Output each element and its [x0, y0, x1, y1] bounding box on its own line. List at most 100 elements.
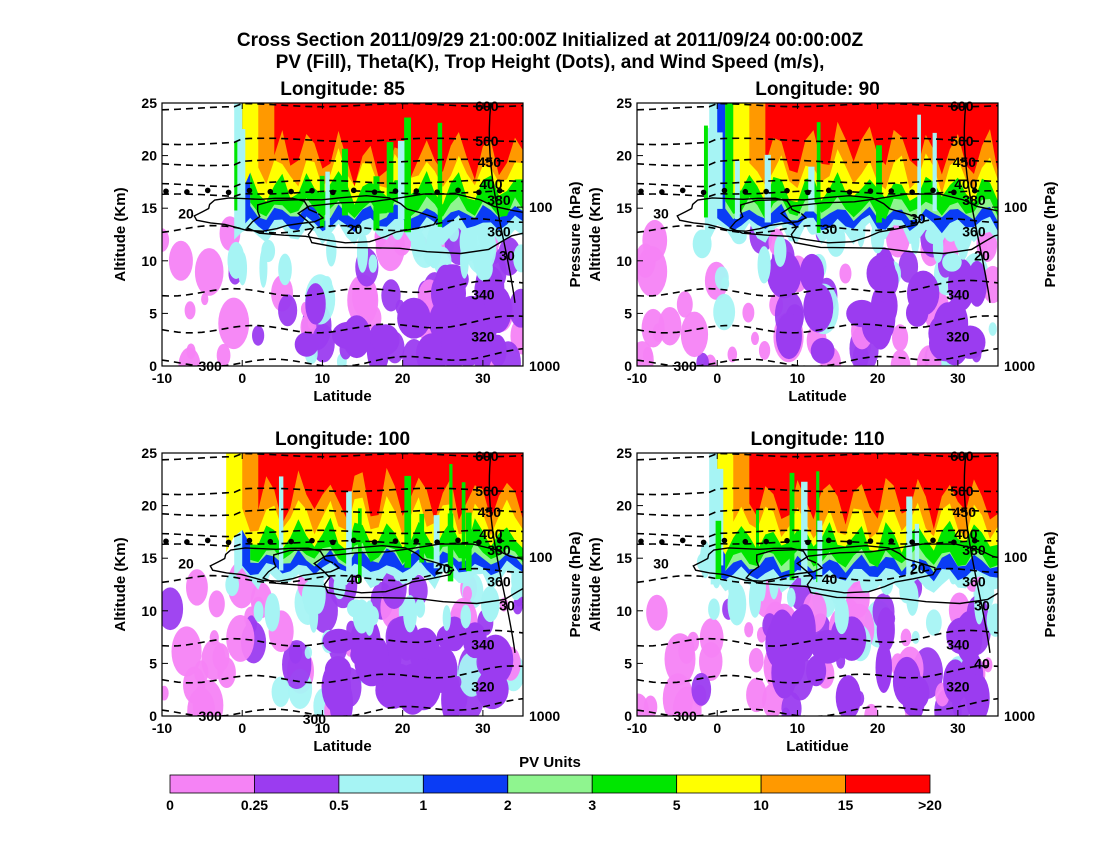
x-tick-label: 10 [315, 370, 331, 386]
theta-contour-600 [162, 453, 523, 461]
wind-contour [262, 544, 455, 594]
tropopause-dot [225, 539, 232, 546]
wind-contour-jet [488, 453, 516, 653]
pressure-tick-label: 1000 [1004, 708, 1035, 724]
colorbar-label: 0 [166, 797, 174, 813]
theta-contour-360 [637, 567, 998, 584]
wind-contour [796, 543, 998, 605]
pv-blob [168, 240, 193, 281]
pv-tongue [449, 463, 453, 571]
pv-blob [442, 605, 451, 631]
pv-tongue [404, 117, 411, 233]
pv-blob [713, 293, 736, 331]
pv-blob [365, 605, 379, 627]
pv-tongue [397, 140, 405, 220]
tropopause-dot [413, 188, 420, 194]
tropopause-dot [930, 537, 936, 544]
pv-blob [194, 660, 209, 685]
x-axis-label: Latitude [788, 388, 846, 405]
y-tick-label: 0 [149, 358, 157, 374]
y-tick-label: 15 [141, 200, 157, 216]
pv-blob [259, 248, 268, 288]
tropopause-dot [846, 189, 853, 195]
theta-label: 380 [962, 192, 986, 208]
pv-blob [986, 603, 998, 637]
pv-blob [225, 573, 239, 597]
tropopause-dot [330, 539, 336, 546]
wind-contour [313, 543, 523, 605]
pv-tongue [801, 481, 808, 586]
colorbar-label: 0.5 [329, 797, 349, 813]
pv-blob [184, 301, 196, 320]
y-tick-label: 5 [624, 655, 632, 671]
wind-contour [245, 194, 439, 244]
plot-frame [161, 452, 524, 717]
tropopause-dot [951, 189, 957, 196]
pv-blob [460, 604, 472, 629]
figure-title-line-2: PV (Fill), Theta(K), Trop Height (Dots),… [275, 52, 825, 73]
pv-tongue [404, 475, 412, 568]
pv-blob [475, 669, 509, 710]
pv-blob [398, 631, 415, 661]
theta-contour-500 [162, 487, 523, 496]
plot-frame [161, 102, 524, 367]
pv-tongue [346, 491, 352, 576]
tropopause-dot [267, 538, 274, 545]
y-tick-label: 10 [616, 253, 632, 269]
wind-contour [692, 547, 824, 582]
y-tick-label: 15 [616, 550, 632, 566]
theta-label: 340 [471, 636, 495, 652]
y-tick-label: 0 [624, 708, 632, 724]
pv-blob [352, 599, 371, 634]
wind-label: 40 [822, 571, 838, 587]
pv-tongue [703, 125, 708, 218]
tropopause-dot [971, 537, 978, 544]
pv-blob [354, 635, 390, 687]
tropopause-dot [330, 189, 336, 196]
pv-blob [278, 253, 292, 286]
colorbar-label: 3 [588, 797, 596, 813]
tropopause-dot [246, 187, 253, 194]
theta-label: 340 [471, 286, 495, 302]
tropopause-dot [763, 188, 769, 195]
pressure-tick-label: 1000 [1004, 358, 1035, 374]
x-tick-label: 30 [475, 370, 491, 386]
pv-fill [162, 453, 523, 716]
tropopause-dot [434, 189, 440, 195]
pv-blob [758, 340, 771, 360]
theta-contour-340 [162, 629, 523, 647]
pv-blob [799, 253, 825, 293]
tropopause-dot [846, 539, 853, 545]
theta-label: 500 [950, 133, 974, 149]
panel-title: Longitude: 100 [275, 429, 410, 450]
x-tick-label: 10 [315, 720, 331, 736]
tropopause-dot [184, 189, 190, 195]
tropopause-dot [971, 187, 978, 194]
theta-label: 380 [962, 542, 986, 558]
theta-label: 400 [954, 176, 978, 192]
wind-label: 40 [974, 655, 990, 671]
y-tick-label: 10 [141, 603, 157, 619]
wind-contour [780, 193, 998, 255]
colorbar-segment [254, 774, 340, 794]
theta-contour-500 [162, 137, 523, 146]
y-tick-label: 0 [624, 358, 632, 374]
wind-label: 30 [653, 205, 669, 221]
tropopause-dot [413, 538, 420, 544]
pv-blob [646, 594, 668, 631]
colorbar-label: 1 [419, 797, 427, 813]
pv-blob [294, 332, 319, 357]
theta-contour-380 [637, 540, 998, 548]
x-tick-label: 0 [713, 370, 721, 386]
wind-label: 40 [347, 571, 363, 587]
pv-blob [642, 219, 668, 262]
colorbar-label: 15 [838, 797, 854, 813]
pv-tongue [466, 512, 472, 572]
x-axis-label: Latitidue [786, 738, 849, 755]
theta-contour-450 [637, 158, 998, 167]
pv-blob [744, 622, 754, 638]
pv-tongue [239, 129, 246, 229]
theta-label: 320 [946, 329, 970, 345]
theta-label: 360 [487, 223, 511, 239]
